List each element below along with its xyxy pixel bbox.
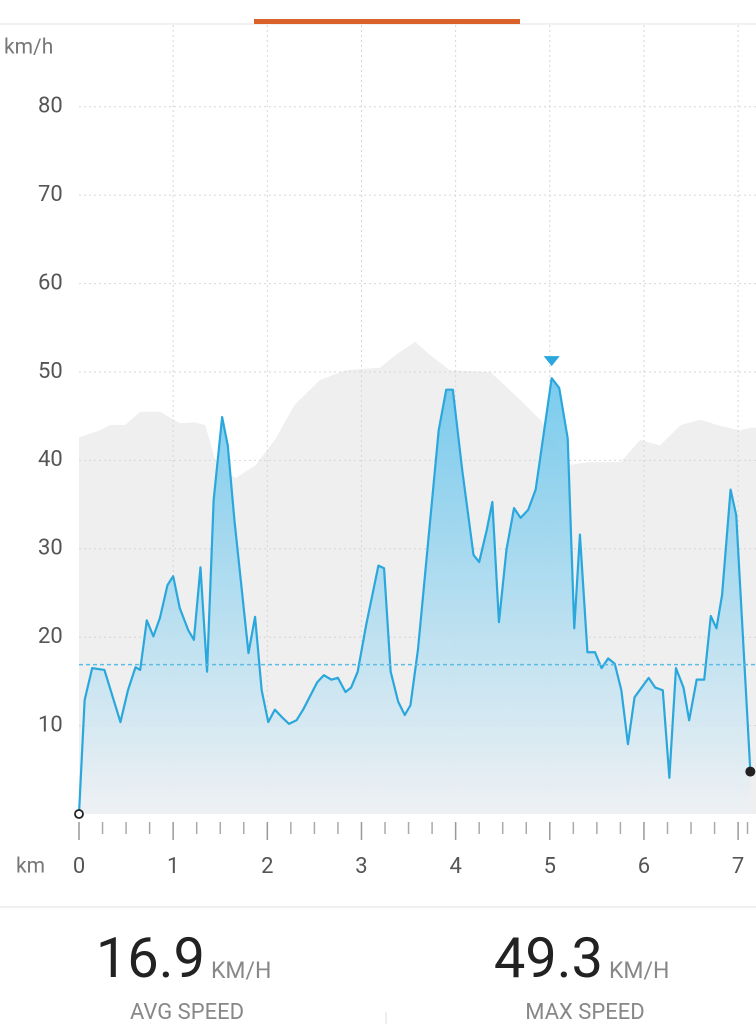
max-marker (543, 356, 560, 367)
x-tick-label: 3 (355, 854, 367, 879)
x-tick-label: 4 (449, 854, 461, 879)
end-marker (745, 766, 756, 777)
x-tick-label: 5 (544, 854, 556, 879)
x-tick-label: 2 (261, 854, 273, 879)
y-tick-label: 60 (38, 270, 63, 295)
y-tick-label: 50 (38, 359, 63, 384)
y-tick-label: 70 (38, 182, 63, 207)
x-tick-label: 0 (73, 854, 85, 879)
x-tick-label: 6 (638, 854, 650, 879)
plot: 10 20 30 40 50 60 70 80 0 1 2 3 4 5 6 7 (38, 25, 756, 879)
speed-line (77, 377, 752, 815)
x-tick-label: 1 (167, 854, 179, 879)
start-marker (74, 809, 84, 819)
max-value: 49.3 (494, 925, 603, 991)
y-tick-label: 80 (38, 94, 63, 119)
avg-unit: KM/H (211, 957, 271, 984)
tab-indicator (254, 19, 520, 24)
max-unit: KM/H (609, 957, 669, 984)
avg-label: AVG SPEED (130, 1000, 244, 1024)
y-unit: km/h (4, 36, 53, 60)
x-tick-label: 7 (732, 854, 744, 879)
speed-area (79, 378, 751, 814)
y-tick-label: 20 (38, 624, 63, 649)
y-tick-label: 30 (38, 536, 63, 561)
avg-value: 16.9 (96, 925, 205, 991)
y-tick-label: 10 (38, 712, 63, 737)
x-unit: km (16, 855, 45, 879)
max-label: MAX SPEED (525, 1000, 644, 1024)
y-tick-label: 40 (38, 447, 63, 472)
